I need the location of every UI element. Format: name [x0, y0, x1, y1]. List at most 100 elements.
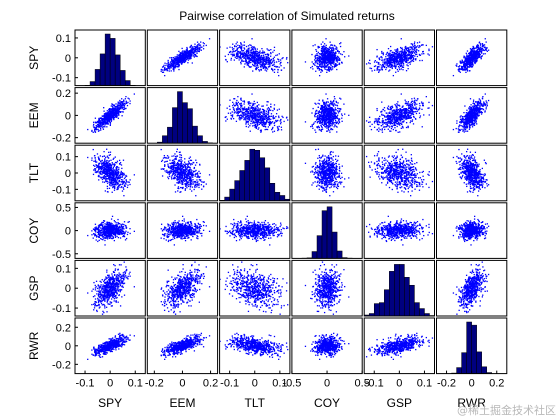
scatter-point — [422, 102, 424, 104]
scatter-point — [260, 54, 263, 57]
scatter-point — [275, 120, 277, 123]
scatter-point — [267, 116, 269, 119]
scatter-point — [406, 115, 408, 117]
scatter-point — [119, 103, 122, 105]
scatter-point — [319, 65, 321, 67]
scatter-point — [272, 51, 274, 53]
scatter-point — [331, 57, 333, 59]
scatter-point — [476, 46, 479, 48]
scatter-point — [320, 54, 322, 56]
scatter-point — [472, 51, 474, 53]
scatter-point — [428, 49, 430, 52]
scatter-point — [199, 48, 201, 50]
scatter-point — [338, 52, 340, 54]
scatter-point — [365, 63, 368, 65]
scatter-point — [187, 59, 190, 61]
scatter-point — [250, 110, 253, 113]
scatter-point — [331, 50, 333, 52]
scatter-point — [325, 106, 328, 109]
scatter-point — [226, 118, 228, 120]
scatter-point — [269, 60, 271, 62]
scatter-point — [332, 60, 334, 62]
scatter-point — [414, 45, 416, 47]
scatter-point — [250, 55, 253, 57]
scatter-point — [245, 115, 247, 118]
scatter-point — [252, 116, 254, 118]
scatter-point — [87, 128, 89, 131]
scatter-point — [390, 49, 392, 52]
scatter-point — [195, 55, 197, 57]
scatter-point — [251, 54, 253, 56]
panel-eem-tlt — [219, 87, 291, 144]
scatter-point — [250, 51, 252, 53]
scatter-point — [335, 46, 337, 48]
scatter-point — [388, 58, 391, 60]
scatter-point — [334, 124, 336, 126]
scatter-point — [230, 117, 232, 120]
scatter-point — [257, 61, 259, 63]
scatter-point — [334, 104, 336, 106]
scatter-point — [317, 125, 320, 127]
scatter-point — [161, 66, 164, 68]
histogram-bar — [162, 135, 168, 144]
scatter-point — [94, 128, 96, 130]
scatter-point — [331, 109, 333, 112]
scatter-point — [94, 127, 97, 129]
scatter-point — [249, 113, 251, 115]
scatter-point — [248, 102, 250, 104]
scatter-point — [110, 119, 112, 121]
scatter-point — [257, 121, 259, 123]
scatter-point — [245, 108, 248, 110]
scatter-point — [478, 55, 480, 57]
scatter-point — [188, 55, 190, 57]
scatter-point — [112, 108, 114, 110]
scatter-point — [335, 52, 337, 54]
scatter-point — [103, 119, 105, 121]
scatter-point — [267, 63, 269, 66]
scatter-point — [262, 66, 265, 68]
scatter-point — [331, 104, 333, 106]
scatter-point — [231, 46, 233, 49]
scatter-point — [329, 120, 331, 123]
scatter-point — [338, 63, 340, 66]
scatter-point — [273, 104, 276, 106]
scatter-point — [181, 62, 183, 64]
scatter-point — [404, 57, 406, 60]
scatter-point — [240, 48, 243, 50]
scatter-point — [267, 109, 270, 112]
scatter-point — [184, 59, 186, 61]
scatter-point — [188, 56, 190, 59]
scatter-point — [181, 58, 183, 61]
scatter-point — [181, 52, 183, 54]
scatter-point — [260, 61, 263, 63]
scatter-point — [334, 114, 337, 116]
scatter-point — [245, 53, 248, 55]
scatter-point — [328, 115, 331, 118]
scatter-point — [328, 58, 331, 60]
scatter-point — [236, 102, 238, 105]
scatter-point — [258, 109, 260, 111]
scatter-point — [467, 66, 469, 68]
scatter-point — [476, 57, 479, 60]
scatter-point — [479, 44, 482, 46]
scatter-point — [327, 55, 330, 57]
scatter-point — [232, 104, 234, 107]
scatter-point — [476, 51, 478, 54]
scatter-point — [236, 49, 239, 51]
scatter-point — [477, 44, 479, 47]
scatter-point — [389, 52, 391, 54]
scatter-point — [110, 120, 113, 122]
scatter-point — [177, 54, 180, 56]
scatter-point — [323, 106, 326, 109]
scatter-point — [460, 61, 463, 63]
scatter-point — [324, 110, 326, 113]
scatter-point — [259, 113, 261, 116]
scatter-point — [260, 120, 262, 122]
scatter-point — [266, 108, 269, 110]
scatter-point — [316, 109, 318, 112]
scatter-point — [408, 49, 410, 51]
scatter-point — [240, 56, 242, 59]
scatter-point — [175, 66, 177, 68]
scatter-point — [325, 93, 327, 95]
scatter-point — [422, 104, 424, 107]
